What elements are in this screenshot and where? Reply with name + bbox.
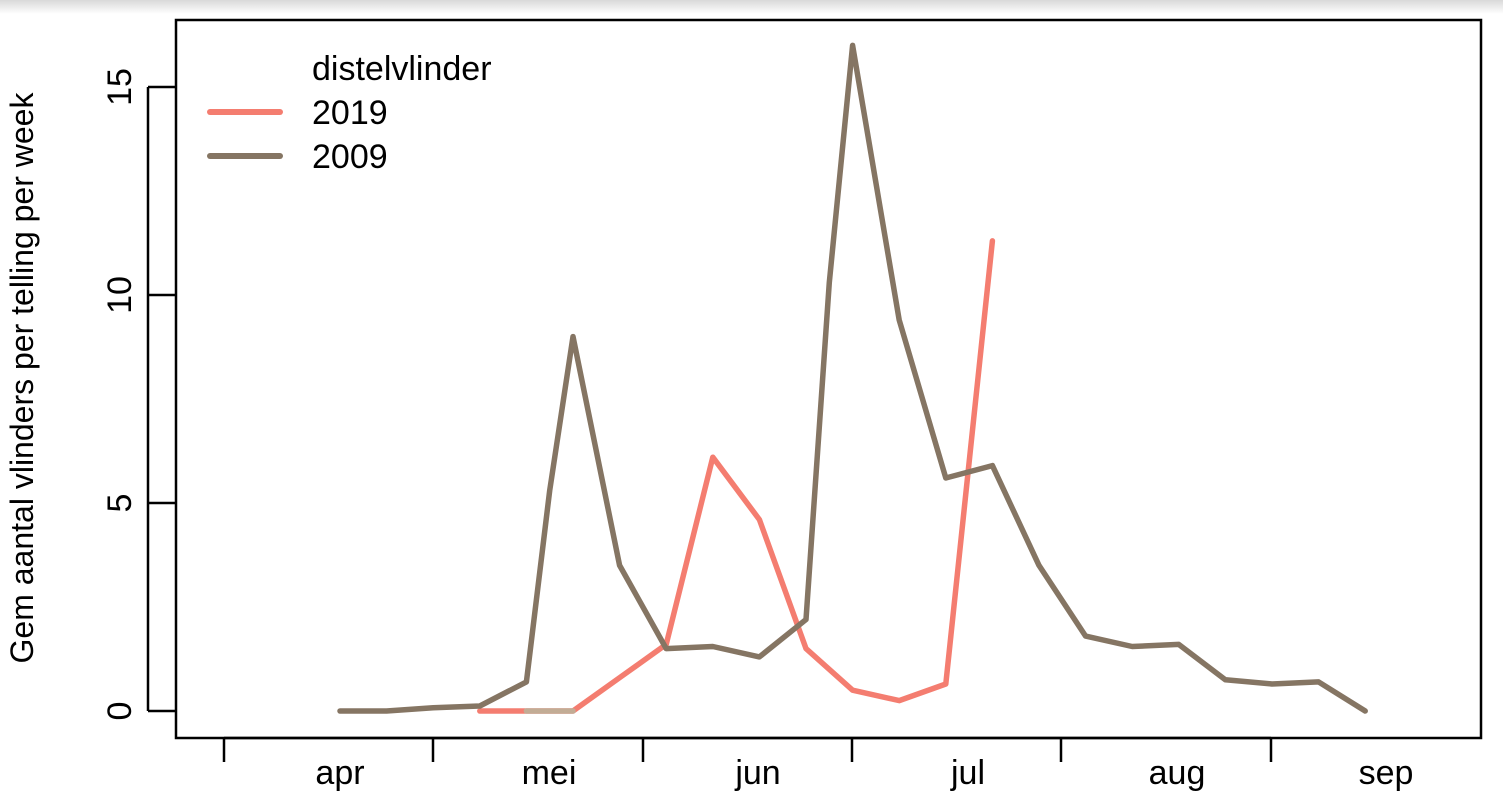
y-tick-label: 5 <box>101 494 139 513</box>
series-line-2009 <box>337 42 1368 714</box>
x-tick-label: aug <box>1149 754 1206 792</box>
x-tick-label: sep <box>1359 754 1414 792</box>
x-tick-label: jun <box>734 754 780 792</box>
x-tick-label: mei <box>522 754 577 792</box>
x-axis: apr mei jun jul aug sep <box>222 736 1414 792</box>
y-tick-label: 0 <box>101 702 139 721</box>
y-axis: 0 5 10 15 <box>101 68 176 720</box>
x-tick-label: jul <box>950 754 985 792</box>
series-layer <box>337 42 1368 714</box>
y-axis-label: Gem aantal vlinders per telling per week <box>4 92 40 664</box>
series-line-2019 <box>477 238 996 714</box>
legend: distelvlinder 2019 2009 <box>207 50 492 176</box>
y-tick-label: 15 <box>101 68 139 106</box>
x-tick-label: apr <box>315 754 364 792</box>
window-top-shadow <box>0 0 1503 14</box>
legend-label-2019: 2019 <box>312 94 388 132</box>
legend-title: distelvlinder <box>312 50 492 88</box>
legend-label-2009: 2009 <box>312 138 388 176</box>
y-tick-label: 10 <box>101 276 139 314</box>
